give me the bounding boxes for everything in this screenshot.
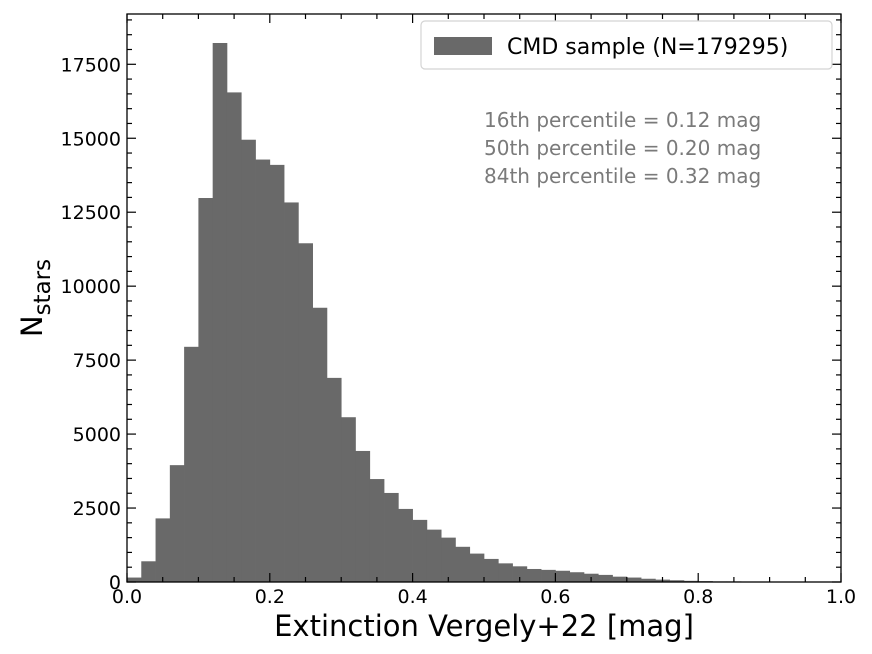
histogram-bar — [412, 519, 428, 583]
x-axis-label: Extinction Vergely+22 [mag] — [274, 609, 694, 643]
histogram-bar — [326, 377, 342, 583]
histogram-bar — [226, 92, 242, 583]
histogram-bar — [298, 243, 313, 582]
histogram-bar — [612, 576, 628, 582]
y-tick-label: 15000 — [61, 128, 121, 150]
axis-ticks — [126, 14, 842, 583]
histogram-bar — [641, 578, 656, 582]
histogram-bar — [526, 568, 542, 582]
histogram-bar — [469, 553, 485, 582]
y-axis-label: Nstars — [15, 259, 56, 337]
x-tick-label: 0.2 — [255, 586, 285, 608]
histogram-bar — [441, 537, 456, 583]
legend-label: CMD sample (N=179295) — [507, 35, 788, 60]
histogram-bar — [155, 518, 171, 582]
percentile-84-annotation: 84th percentile = 0.32 mag — [484, 164, 761, 188]
percentile-50-annotation: 50th percentile = 0.20 mag — [484, 136, 761, 160]
legend: CMD sample (N=179295) — [420, 20, 833, 70]
percentile-16-annotation: 16th percentile = 0.12 mag — [484, 108, 761, 132]
x-tick-label: 0.0 — [112, 586, 142, 608]
histogram-bar — [284, 202, 299, 582]
histogram-bar — [569, 572, 585, 582]
histogram-bar — [184, 346, 199, 582]
histogram-bar — [355, 450, 371, 582]
y-axis-label-subscript: stars — [30, 259, 56, 316]
histogram-bar — [484, 558, 499, 582]
x-tick-label: 0.8 — [683, 586, 713, 608]
histogram-bar — [598, 574, 613, 582]
histogram-bar — [169, 465, 185, 582]
histogram-bar — [512, 566, 528, 582]
plot-frame — [126, 13, 842, 583]
histogram-bar — [241, 139, 256, 583]
histogram-bar — [498, 563, 513, 582]
legend-swatch — [434, 37, 492, 55]
histogram-bar — [341, 417, 356, 582]
histogram-bar — [255, 159, 271, 583]
histogram-bar — [398, 508, 413, 582]
percentile-annotations: 16th percentile = 0.12 mag 50th percenti… — [484, 108, 761, 188]
histogram-bar — [455, 546, 471, 582]
legend-box — [420, 20, 833, 70]
histogram-bar — [312, 307, 328, 582]
histogram-bar — [198, 198, 214, 582]
y-tick-label: 12500 — [61, 202, 121, 224]
histogram-bar — [212, 42, 228, 583]
histogram-bar — [369, 479, 385, 582]
histogram-bar — [127, 577, 142, 582]
histogram-bar — [626, 577, 642, 582]
y-tick-label: 7500 — [73, 350, 121, 372]
histogram-bar — [669, 580, 685, 582]
histogram-bar — [426, 529, 442, 582]
x-tick-label: 0.4 — [397, 586, 427, 608]
histogram-bar — [384, 492, 399, 582]
x-tick-label: 1.0 — [826, 586, 856, 608]
y-tick-label: 10000 — [61, 276, 121, 298]
y-tick-label: 2500 — [73, 498, 121, 520]
histogram-bar — [141, 561, 156, 582]
y-tick-label: 0 — [109, 572, 121, 594]
y-axis-label-main: N — [15, 315, 49, 337]
y-tick-label: 5000 — [73, 424, 121, 446]
axis-tick-labels: 0.0 0.2 0.4 0.6 0.8 1.0 0 2500 5000 7500 10000 1250… — [61, 54, 857, 608]
y-tick-label: 17500 — [61, 54, 121, 76]
histogram-bar — [555, 570, 571, 582]
x-tick-label: 0.6 — [540, 586, 570, 608]
histogram-bar — [541, 569, 556, 582]
histogram-bars — [127, 42, 842, 583]
histogram-bar — [269, 164, 285, 583]
